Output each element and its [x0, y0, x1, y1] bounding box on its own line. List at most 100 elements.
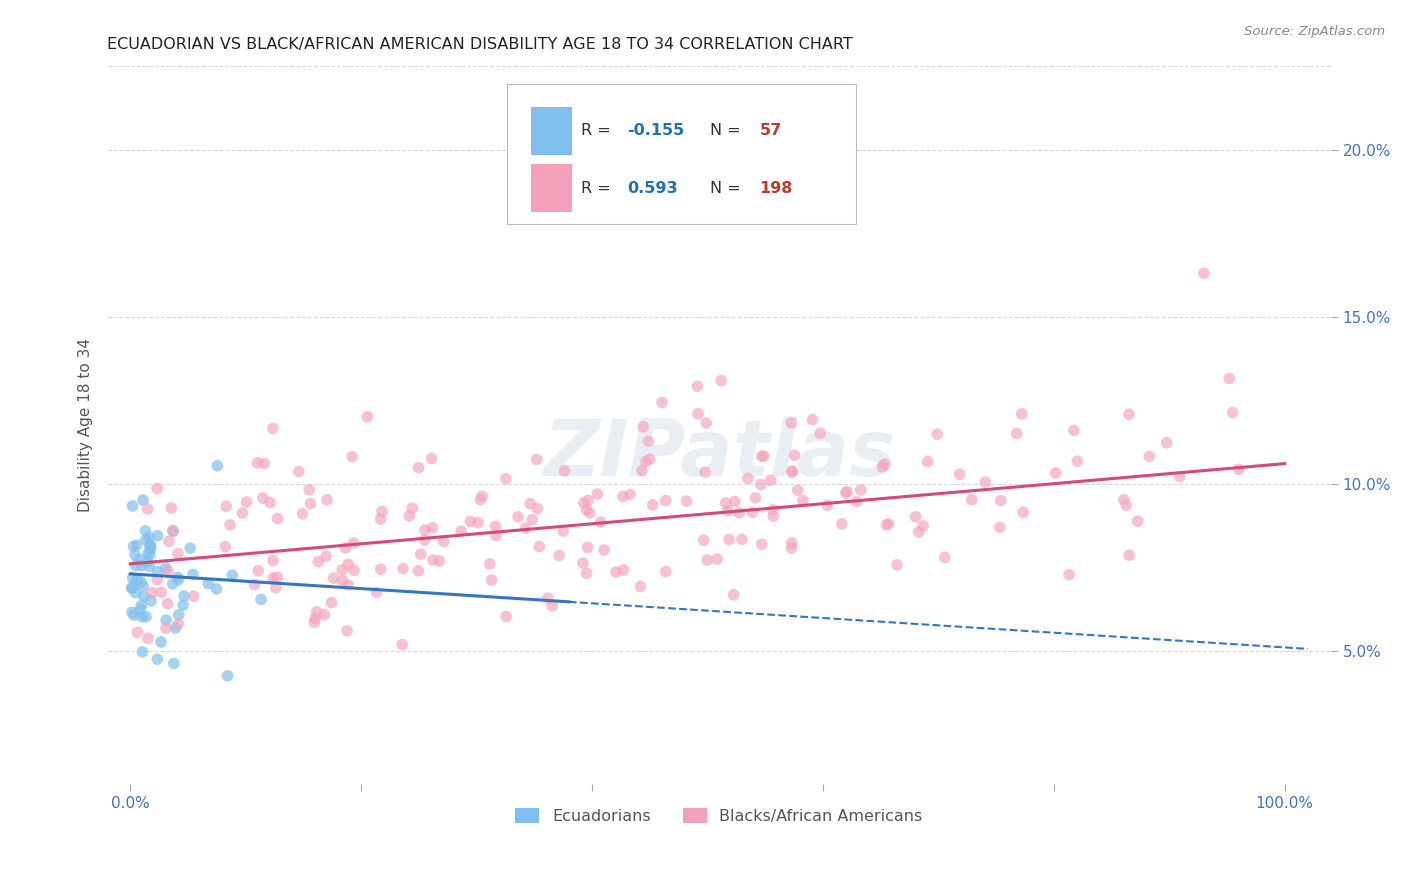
Point [1118, 548, 1140, 562]
Point [172, 598, 194, 612]
Point [356, 409, 378, 424]
Point [121, 581, 143, 595]
Point [156, 597, 179, 611]
Point [575, 566, 598, 581]
Point [875, 517, 897, 532]
Point [391, 638, 413, 652]
Point [675, 494, 697, 508]
Point [398, 508, 420, 523]
Text: 0.593: 0.593 [627, 180, 678, 195]
Point [132, 579, 155, 593]
Point [160, 500, 183, 515]
Point [877, 516, 900, 531]
Point [1063, 423, 1085, 437]
Point [576, 493, 599, 508]
Point [139, 548, 162, 562]
Point [146, 565, 169, 579]
Point [165, 621, 187, 635]
Point [167, 573, 190, 587]
Point [340, 450, 363, 464]
Point [150, 585, 173, 599]
Point [343, 563, 366, 577]
Point [1156, 435, 1178, 450]
Point [214, 540, 236, 554]
Point [413, 523, 436, 537]
Point [336, 578, 359, 592]
Point [737, 471, 759, 485]
Point [752, 449, 775, 463]
Legend: Ecuadorians, Blacks/African Americans: Ecuadorians, Blacks/African Americans [509, 801, 929, 830]
Point [304, 615, 326, 630]
Point [124, 548, 146, 562]
Point [655, 565, 678, 579]
Point [548, 549, 571, 563]
Point [696, 553, 718, 567]
Point [138, 531, 160, 545]
Point [576, 541, 599, 555]
Point [304, 611, 326, 625]
Point [157, 534, 180, 549]
Point [478, 557, 501, 571]
Point [744, 491, 766, 505]
Point [612, 489, 634, 503]
Point [904, 509, 927, 524]
Point [780, 536, 803, 550]
Point [253, 457, 276, 471]
Point [907, 524, 929, 539]
Point [762, 509, 785, 524]
FancyBboxPatch shape [530, 106, 572, 154]
Text: Source: ZipAtlas.com: Source: ZipAtlas.com [1244, 25, 1385, 38]
Point [408, 460, 430, 475]
Point [470, 492, 492, 507]
Point [631, 464, 654, 478]
Point [1168, 469, 1191, 483]
Point [593, 543, 616, 558]
Point [537, 591, 560, 606]
Point [121, 580, 143, 594]
Point [688, 407, 710, 421]
Point [628, 580, 651, 594]
Point [949, 467, 972, 482]
Point [121, 571, 143, 585]
Point [575, 503, 598, 517]
Point [219, 517, 242, 532]
Point [335, 541, 357, 555]
Point [235, 495, 257, 509]
Point [167, 616, 190, 631]
Point [1112, 492, 1135, 507]
Point [146, 573, 169, 587]
Text: R =: R = [581, 180, 616, 195]
Point [409, 547, 432, 561]
Point [706, 552, 728, 566]
Point [370, 512, 392, 526]
Point [515, 521, 537, 535]
FancyBboxPatch shape [508, 84, 856, 224]
Point [322, 571, 344, 585]
Point [578, 506, 600, 520]
Point [155, 621, 177, 635]
Point [520, 513, 543, 527]
Point [751, 537, 773, 551]
Point [128, 552, 150, 566]
Point [654, 493, 676, 508]
Point [266, 511, 288, 525]
Text: N =: N = [710, 123, 747, 138]
Point [181, 567, 204, 582]
Point [780, 465, 803, 479]
Point [262, 554, 284, 568]
Point [183, 589, 205, 603]
Point [167, 607, 190, 622]
Text: 198: 198 [759, 180, 793, 195]
Point [305, 605, 328, 619]
Point [1137, 450, 1160, 464]
Point [336, 624, 359, 638]
Point [392, 561, 415, 575]
Point [259, 495, 281, 509]
Point [231, 506, 253, 520]
Point [872, 459, 894, 474]
Point [751, 449, 773, 463]
Point [135, 609, 157, 624]
Point [988, 520, 1011, 534]
Point [917, 454, 939, 468]
Point [262, 421, 284, 435]
